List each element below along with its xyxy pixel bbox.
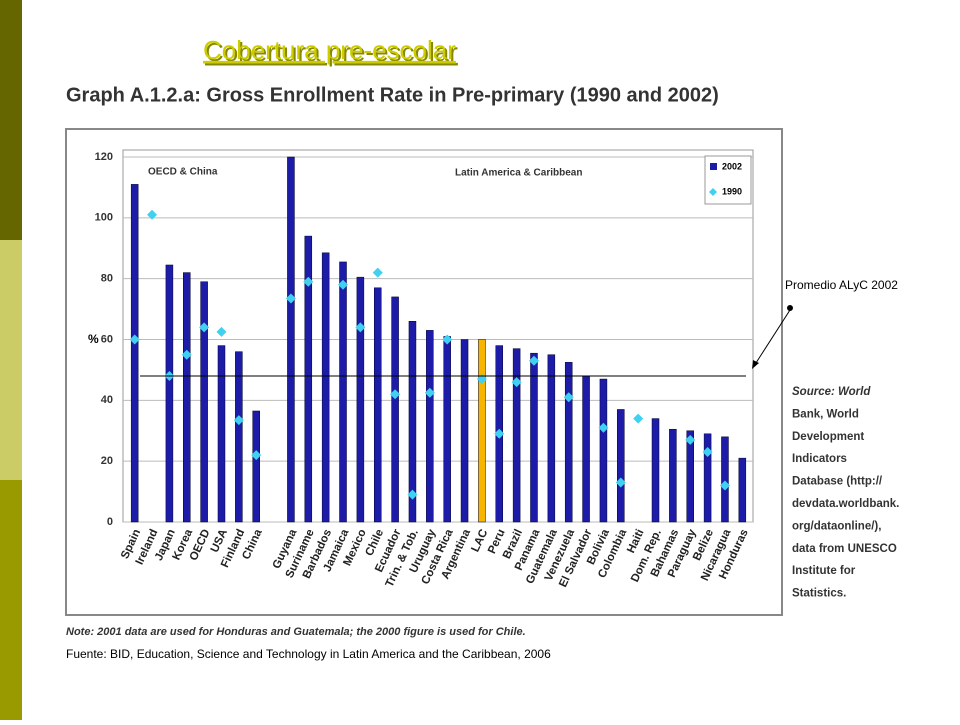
y-tick-label: 40: [101, 394, 113, 406]
bar: [200, 281, 208, 523]
bar: [183, 272, 191, 523]
strip: [0, 480, 22, 720]
bar: [165, 264, 174, 523]
marker: [633, 413, 644, 424]
marker: [702, 447, 713, 458]
panel-label: Latin America & Caribbean: [455, 168, 582, 179]
bar: [686, 430, 694, 523]
marker: [598, 422, 609, 433]
marker: [511, 377, 522, 388]
bar: [721, 436, 729, 523]
legend-label: 2002: [722, 161, 742, 171]
bar: [460, 339, 469, 523]
dot: [787, 305, 793, 311]
source-line: devdata.worldbank.: [792, 498, 899, 510]
strip: [0, 240, 22, 480]
marker: [338, 279, 349, 290]
marker: [719, 480, 730, 491]
bar: [356, 276, 365, 523]
fuente: Fuente: BID, Education, Science and Tech…: [66, 647, 551, 661]
bar: [217, 345, 226, 523]
legend-label: 1990: [722, 186, 742, 196]
bar: [391, 296, 399, 523]
bar: [426, 330, 434, 523]
bar: [408, 321, 417, 523]
bar: [617, 409, 625, 523]
source-line: org/dataonline/),: [792, 520, 881, 532]
reference-label: Promedio ALyC 2002: [785, 278, 898, 292]
marker: [147, 209, 158, 220]
y-tick-label: 20: [101, 455, 113, 467]
source-line: Development: [792, 431, 864, 443]
title-shadow: Cobertura pre-escolar: [205, 37, 458, 67]
strip: [0, 0, 22, 240]
marker: [563, 392, 574, 403]
chart-title: Graph A.1.2.a: Gross Enrollment Rate in …: [66, 84, 719, 106]
bar: [478, 339, 486, 523]
bar: [738, 457, 747, 523]
marker: [355, 322, 366, 333]
bar: [287, 156, 295, 523]
y-tick-label: 0: [107, 516, 113, 528]
y-tick-label: 60: [101, 333, 113, 345]
source: Source: World Bank, World Development Indic…: [792, 386, 899, 600]
bar: [339, 261, 347, 523]
y-tick-label: 80: [101, 273, 113, 285]
source-line: Statistics.: [792, 588, 846, 600]
bar: [443, 336, 451, 523]
source-line: Database (http://: [792, 476, 883, 488]
marker: [442, 334, 453, 345]
legend-swatch: [710, 163, 717, 170]
bar: [582, 375, 590, 523]
bar: [564, 362, 573, 523]
marker: [303, 276, 314, 287]
marker: [615, 477, 626, 488]
marker: [216, 326, 227, 337]
marker: [285, 293, 296, 304]
marker: [685, 434, 696, 445]
arrow-head: [752, 360, 759, 369]
bar: [651, 418, 660, 523]
marker: [476, 374, 487, 385]
source-line: Institute for: [792, 565, 856, 577]
bar: [547, 354, 556, 523]
marker: [494, 428, 505, 439]
marker: [407, 489, 418, 500]
marker: [181, 349, 192, 360]
marker: [251, 450, 262, 461]
bar: [321, 252, 330, 523]
source-line: Source: World: [792, 386, 871, 398]
panel-label: OECD & China: [148, 167, 218, 178]
bar: [130, 184, 139, 523]
bar: [512, 348, 521, 523]
bar: [530, 352, 538, 523]
y-tick-label: 100: [95, 212, 113, 224]
note: Note: 2001 data are used for Honduras an…: [66, 626, 526, 638]
source-line: data from UNESCO: [792, 543, 897, 555]
bar: [252, 410, 260, 523]
source-line: Bank, World: [792, 408, 859, 420]
bar: [304, 235, 313, 523]
marker: [528, 355, 539, 366]
slide-title: Cobertura pre-escolar: [203, 35, 456, 65]
bar: [669, 428, 677, 523]
bar: [235, 351, 243, 523]
marker: [390, 389, 401, 400]
bar: [373, 287, 382, 523]
y-tick-label: 120: [95, 151, 113, 163]
bar: [703, 433, 712, 523]
bar: [599, 378, 608, 523]
legend-swatch: [709, 188, 717, 196]
source-line: Indicators: [792, 453, 847, 465]
arrow: [753, 309, 791, 367]
marker: [233, 415, 244, 426]
marker: [424, 387, 435, 398]
marker: [372, 267, 383, 278]
marker: [199, 322, 210, 333]
y-axis-label: %: [88, 332, 99, 346]
marker: [129, 334, 140, 345]
